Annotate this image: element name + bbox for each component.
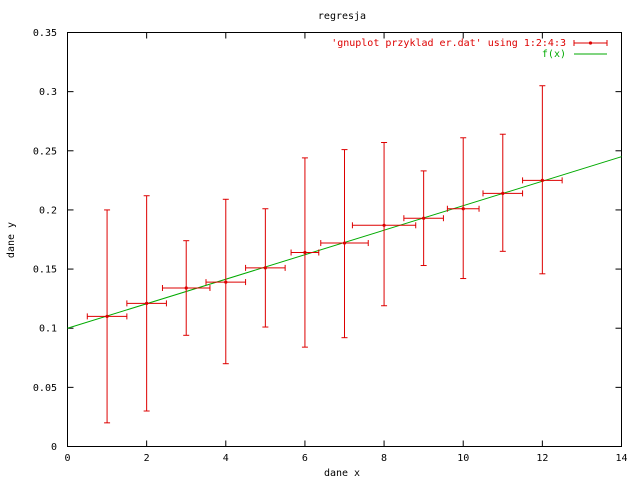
point-marker <box>461 207 465 211</box>
point-marker <box>105 314 109 318</box>
data-point <box>86 209 128 424</box>
data-point <box>126 195 167 412</box>
y-tick-label: 0.3 <box>39 87 57 98</box>
plot-area <box>67 85 622 424</box>
point-marker <box>263 266 267 270</box>
data-point <box>403 170 444 267</box>
data-point <box>161 240 211 336</box>
point-marker <box>501 191 505 195</box>
data-point <box>290 157 320 348</box>
y-tick-label: 0.15 <box>33 265 57 276</box>
x-tick-label: 14 <box>615 453 627 464</box>
data-point <box>351 142 417 307</box>
data-point <box>245 208 286 328</box>
point-marker <box>145 301 149 305</box>
point-marker <box>303 250 307 255</box>
chart-title: regresja <box>318 11 366 22</box>
x-tick-label: 12 <box>536 453 548 464</box>
x-tick-label: 6 <box>302 453 308 464</box>
data-point <box>522 85 563 275</box>
x-tick-label: 10 <box>457 453 469 464</box>
point-marker <box>540 178 544 182</box>
plot-frame <box>67 32 622 447</box>
data-point <box>446 137 480 280</box>
point-marker <box>184 286 188 290</box>
x-tick-label: 8 <box>381 453 387 464</box>
legend: 'gnuplot przyklad er.dat' using 1:2:4:3 … <box>331 38 608 60</box>
legend-label-data: 'gnuplot przyklad er.dat' using 1:2:4:3 <box>331 38 566 49</box>
data-point <box>205 198 247 365</box>
y-tick-label: 0.2 <box>39 205 57 216</box>
x-axis-label: dane x <box>324 468 360 479</box>
legend-label-fit: f(x) <box>542 49 566 60</box>
x-tick-label: 0 <box>64 453 70 464</box>
y-tick-label: 0.05 <box>33 383 57 394</box>
y-axis-label: dane y <box>6 222 17 258</box>
x-tick-label: 4 <box>223 453 229 464</box>
point-marker <box>342 241 347 245</box>
x-tick-label: 2 <box>144 453 150 464</box>
point-marker <box>382 223 386 227</box>
y-tick-label: 0.35 <box>33 28 57 39</box>
point-marker <box>422 216 426 220</box>
y-tick-label: 0 <box>51 442 57 453</box>
data-point <box>482 133 524 252</box>
y-tick-label: 0.25 <box>33 146 57 157</box>
data-point <box>320 149 369 339</box>
legend-sample-marker <box>588 41 593 45</box>
y-tick-label: 0.1 <box>39 324 57 335</box>
axis-ticks: 0 0.05 0.1 0.15 0.2 0.25 0.3 0.35 0 2 4 6 8 10 12 14 <box>33 28 628 464</box>
point-marker <box>224 280 228 284</box>
